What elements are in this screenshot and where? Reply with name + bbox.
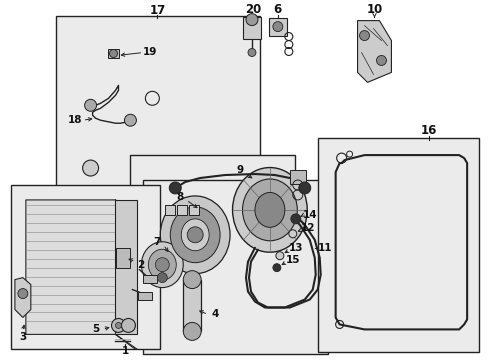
Circle shape bbox=[376, 55, 386, 66]
Bar bbox=[289, 170, 305, 184]
Circle shape bbox=[109, 50, 117, 58]
Bar bbox=[268, 18, 286, 36]
Bar bbox=[11, 185, 160, 349]
Bar bbox=[115, 200, 137, 334]
Polygon shape bbox=[26, 200, 135, 334]
Ellipse shape bbox=[141, 242, 183, 288]
Text: 11: 11 bbox=[317, 243, 331, 253]
Circle shape bbox=[155, 258, 169, 272]
Circle shape bbox=[111, 319, 125, 332]
Ellipse shape bbox=[254, 193, 285, 227]
Bar bbox=[130, 155, 294, 280]
Bar bbox=[189, 205, 199, 215]
Ellipse shape bbox=[160, 196, 229, 274]
Circle shape bbox=[187, 227, 203, 243]
Text: 9: 9 bbox=[236, 165, 243, 175]
Text: 1: 1 bbox=[122, 346, 129, 356]
Text: 8: 8 bbox=[176, 192, 183, 202]
Text: 15: 15 bbox=[285, 255, 300, 265]
Text: 4: 4 bbox=[211, 310, 218, 319]
Bar bbox=[317, 138, 478, 352]
Circle shape bbox=[18, 289, 28, 298]
Ellipse shape bbox=[148, 249, 176, 280]
Circle shape bbox=[288, 230, 296, 238]
Bar bbox=[116, 248, 130, 268]
Text: 18: 18 bbox=[67, 115, 82, 125]
Circle shape bbox=[157, 273, 167, 283]
Circle shape bbox=[290, 214, 300, 224]
Text: 19: 19 bbox=[143, 48, 157, 58]
Bar bbox=[183, 280, 201, 332]
Bar bbox=[56, 15, 260, 225]
Circle shape bbox=[115, 323, 121, 328]
Ellipse shape bbox=[242, 179, 297, 241]
Text: 13: 13 bbox=[288, 243, 303, 253]
Text: 12: 12 bbox=[300, 223, 314, 233]
Bar bbox=[143, 180, 327, 354]
Circle shape bbox=[272, 264, 280, 272]
Circle shape bbox=[169, 182, 181, 194]
Text: 2: 2 bbox=[137, 260, 144, 270]
Circle shape bbox=[298, 182, 310, 194]
Bar bbox=[143, 275, 157, 283]
Circle shape bbox=[275, 252, 283, 260]
Ellipse shape bbox=[232, 167, 306, 252]
Ellipse shape bbox=[181, 219, 209, 251]
Text: 3: 3 bbox=[19, 332, 26, 342]
Circle shape bbox=[124, 114, 136, 126]
Circle shape bbox=[272, 22, 282, 32]
Polygon shape bbox=[357, 21, 390, 82]
Circle shape bbox=[183, 271, 201, 289]
Text: 20: 20 bbox=[244, 3, 261, 16]
Circle shape bbox=[84, 99, 96, 111]
Bar bbox=[138, 292, 152, 300]
Circle shape bbox=[121, 319, 135, 332]
Text: 14: 14 bbox=[302, 210, 316, 220]
Circle shape bbox=[183, 323, 201, 340]
Text: 10: 10 bbox=[366, 3, 382, 16]
Polygon shape bbox=[15, 278, 31, 318]
Circle shape bbox=[247, 49, 255, 57]
Bar bbox=[165, 205, 175, 215]
Circle shape bbox=[245, 14, 258, 26]
Text: 17: 17 bbox=[149, 4, 165, 17]
Bar bbox=[107, 49, 119, 58]
Text: 16: 16 bbox=[420, 124, 437, 137]
Circle shape bbox=[82, 160, 99, 176]
Bar bbox=[177, 205, 187, 215]
Text: 6: 6 bbox=[273, 3, 282, 16]
Text: 7: 7 bbox=[153, 237, 161, 247]
Text: 5: 5 bbox=[92, 324, 99, 334]
Circle shape bbox=[359, 31, 369, 41]
Bar bbox=[243, 17, 261, 39]
Ellipse shape bbox=[170, 207, 220, 263]
